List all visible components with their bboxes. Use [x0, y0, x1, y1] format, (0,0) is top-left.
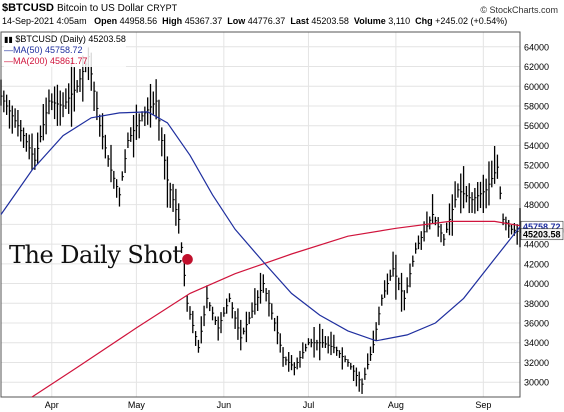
last-value: 45203.58 [311, 16, 349, 26]
ma50-price-tag-label: 45758.72 [523, 222, 561, 232]
chg-value: +245.02 (+0.54%) [435, 16, 508, 26]
legend-ma50-icon: — [4, 45, 13, 55]
x-tick-label: May [128, 400, 146, 410]
brand-logo: The Daily Shot● [9, 241, 194, 269]
y-tick-label: 52000 [524, 161, 549, 171]
last-label: Last [290, 16, 309, 26]
volume-value: 3,110 [388, 16, 411, 26]
y-tick-label: 50000 [524, 180, 549, 190]
ma50-line [0, 111, 521, 342]
legend-ma200-icon: — [4, 56, 13, 66]
y-tick-label: 40000 [524, 279, 549, 289]
security-name: Bitcoin to US Dollar [57, 3, 144, 14]
symbol-label: $BTCUSD [2, 2, 54, 14]
volume-label: Volume [353, 16, 386, 26]
last-price-tag-box [520, 228, 564, 241]
legend-ma50-label: MA(50) 45758.72 [13, 45, 83, 55]
y-tick-label: 38000 [524, 299, 549, 309]
open-value: 44958.56 [119, 16, 158, 26]
x-tick-label: Jun [217, 400, 232, 410]
y-tick-label: 32000 [524, 358, 549, 368]
y-tick-label: 36000 [524, 319, 549, 329]
open-label: Open [94, 16, 118, 26]
high-value: 45367.37 [184, 16, 223, 26]
y-tick-label: 62000 [524, 62, 549, 72]
y-tick-label: 42000 [524, 259, 549, 269]
exchange-label: CRYPT [146, 3, 178, 13]
low-value: 44776.37 [247, 16, 286, 26]
legend-main: ▮▮ $BTCUSD (Daily) 45203.58 [4, 34, 126, 45]
last-price-tag-label: 45203.58 [523, 230, 561, 240]
y-tick-label: 30000 [524, 378, 549, 388]
y-tick-label: 60000 [524, 82, 549, 92]
x-tick-label: Jul [303, 400, 315, 410]
legend: ▮▮ $BTCUSD (Daily) 45203.58 —MA(50) 4575… [4, 34, 126, 67]
legend-main-label: $BTCUSD (Daily) 45203.58 [15, 34, 126, 44]
brand-text: The Daily Shot [9, 241, 182, 269]
price-bars [0, 47, 522, 394]
y-tick-label: 64000 [524, 42, 549, 52]
x-tick-label: Sep [475, 400, 491, 410]
quote-line: 14-Sep-2021 4:05am Open 44958.56 High 45… [2, 16, 507, 26]
x-tick-label: Aug [388, 400, 404, 410]
legend-ma200-label: MA(200) 45861.77 [13, 56, 88, 66]
x-axis-labels: Apr May Jun Jul Aug Sep [45, 400, 492, 410]
chart-title: $BTCUSD Bitcoin to US Dollar CRYPT [2, 2, 177, 14]
watermark: © StockCharts.com [480, 5, 558, 15]
quote-date: 14-Sep-2021 4:05am [2, 16, 87, 26]
legend-ma200: —MA(200) 45861.77 [4, 56, 126, 67]
y-tick-label: 58000 [524, 101, 549, 111]
low-label: Low [227, 16, 246, 26]
y-tick-label: 48000 [524, 200, 549, 210]
x-tick-label: Apr [45, 400, 59, 410]
chart-grid [1, 32, 520, 397]
legend-ma50: —MA(50) 45758.72 [4, 45, 126, 56]
y-tick-label: 56000 [524, 121, 549, 131]
y-tick-label: 54000 [524, 141, 549, 151]
legend-main-icon: ▮▮ [4, 35, 13, 44]
y-axis-labels: 30000 32000 34000 36000 38000 40000 42000 44000… [524, 42, 549, 387]
brand-dot-icon: ● [181, 251, 194, 267]
y-tick-label: 44000 [524, 240, 549, 250]
chg-label: Chg [415, 16, 433, 26]
y-tick-label: 34000 [524, 338, 549, 348]
ma200-line [31, 220, 521, 398]
high-label: High [162, 16, 183, 26]
